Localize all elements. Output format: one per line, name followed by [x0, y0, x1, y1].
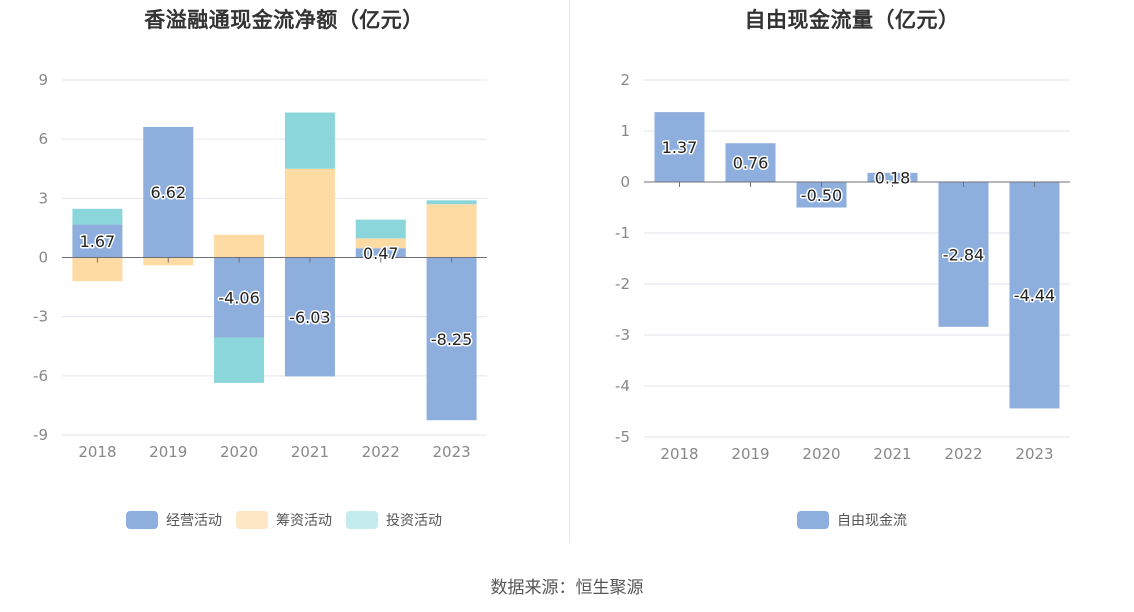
legend-swatch-operating [126, 511, 158, 529]
bar-primary [867, 172, 918, 182]
legend-swatch-free-cash-flow [797, 511, 829, 529]
x-tick-label: 2019 [731, 445, 769, 463]
data-label: 1.37 [662, 138, 698, 157]
x-tick-label: 2020 [802, 445, 840, 463]
y-tick-label: -6 [33, 367, 48, 385]
x-tick-label: 2018 [78, 443, 116, 461]
left-chart-plot: 9 6 3 0 -3 -6 -9 2018 2019 2020 2021 2022 2023 1.67 6.… [33, 71, 487, 461]
y-tick-label: 0 [38, 249, 48, 267]
y-tick-label: 9 [38, 71, 48, 89]
y-tick-label: 2 [620, 71, 630, 89]
bar-primary [1009, 182, 1060, 409]
bar-primary [284, 257, 335, 377]
y-tick-label: -5 [615, 428, 630, 446]
y-tick-label: 0 [620, 173, 630, 191]
legend-label-free-cash-flow: 自由现金流 [837, 513, 907, 529]
bar-series-2 [426, 200, 477, 205]
bar-series-2 [214, 337, 265, 383]
y-tick-label: 6 [38, 130, 48, 148]
y-tick-label: 1 [620, 122, 630, 140]
data-label: 6.62 [150, 183, 186, 202]
bar-primary [426, 257, 477, 421]
bar-series-2 [355, 219, 406, 239]
bar-primary [72, 224, 123, 258]
legend-item-operating[interactable]: 经营活动 [126, 510, 222, 530]
data-label: -8.25 [431, 330, 472, 349]
y-tick-label: -1 [615, 224, 630, 242]
legend-item-investing[interactable]: 投资活动 [346, 510, 442, 530]
y-tick-label: -3 [33, 308, 48, 326]
bar-series-1 [426, 204, 477, 258]
x-tick-label: 2022 [362, 443, 400, 461]
x-tick-label: 2023 [1015, 445, 1053, 463]
y-tick-label: 3 [38, 189, 48, 207]
bar-primary [654, 112, 705, 182]
data-label: -4.06 [218, 289, 259, 308]
data-label: -6.03 [289, 308, 330, 327]
bar-series-2 [72, 208, 123, 225]
y-tick-label: -2 [615, 275, 630, 293]
data-label: -2.84 [943, 245, 984, 264]
data-label: -0.50 [801, 186, 842, 205]
right-chart-title: 自由现金流量（亿元） [744, 8, 960, 32]
y-tick-label: -3 [615, 326, 630, 344]
legend-item-free-cash-flow[interactable]: 自由现金流 [797, 510, 907, 530]
bar-primary [355, 248, 406, 258]
bar-primary [143, 126, 194, 258]
bar-primary [938, 182, 989, 327]
bar-series-2 [284, 112, 335, 169]
data-label: 1.67 [80, 232, 116, 251]
y-tick-label: -4 [615, 377, 630, 395]
bar-series-1 [72, 257, 123, 282]
left-chart-panel: 香溢融通现金流净额（亿元） 9 6 3 0 -3 -6 -9 2018 2019 2020 2021… [0, 0, 568, 545]
data-label: 0.18 [875, 168, 911, 187]
data-label: 0.47 [363, 244, 399, 263]
x-tick-label: 2019 [149, 443, 187, 461]
bar-series-1 [355, 238, 406, 249]
y-tick-label: -9 [33, 426, 48, 444]
legend-label-operating: 经营活动 [166, 513, 222, 529]
legend-swatch-investing [346, 511, 378, 529]
left-chart-title: 香溢融通现金流净额（亿元） [144, 8, 424, 32]
bar-primary [725, 143, 776, 182]
right-chart-legend: 自由现金流 [570, 510, 1134, 530]
x-tick-label: 2023 [432, 443, 470, 461]
x-tick-label: 2021 [873, 445, 911, 463]
bar-series-1 [214, 234, 265, 258]
data-label: -4.44 [1014, 286, 1055, 305]
right-chart-plot: 2 1 0 -1 -2 -3 -4 -5 2018 2019 2020 2021 2022 2023 1.3… [615, 71, 1070, 463]
panel-divider [569, 0, 570, 543]
bar-primary [214, 257, 265, 338]
legend-swatch-financing [236, 511, 268, 529]
data-label: 0.76 [733, 154, 769, 173]
bar-series-1 [284, 168, 335, 258]
left-chart-legend: 经营活动 筹资活动 投资活动 [0, 510, 568, 530]
legend-item-financing[interactable]: 筹资活动 [236, 510, 332, 530]
legend-label-investing: 投资活动 [386, 513, 442, 529]
legend-label-financing: 筹资活动 [276, 513, 332, 529]
x-tick-label: 2021 [291, 443, 329, 461]
x-tick-label: 2022 [944, 445, 982, 463]
x-tick-label: 2018 [660, 445, 698, 463]
data-source-note: 数据来源：恒生聚源 [490, 578, 644, 598]
right-chart-panel: 自由现金流量（亿元） 2 1 0 -1 -2 -3 -4 -5 2018 2019 2020 2021… [570, 0, 1134, 545]
x-tick-label: 2020 [220, 443, 258, 461]
